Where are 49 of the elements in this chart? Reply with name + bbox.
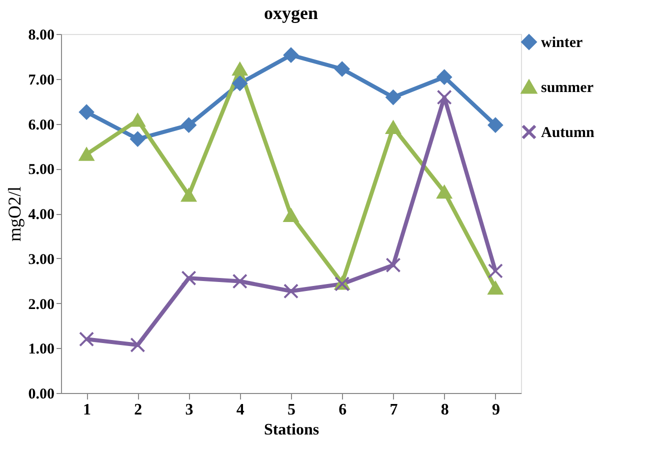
point [181,188,196,202]
x-tick-label: 1 [83,402,92,418]
point [232,76,248,91]
x-tick-label: 4 [236,402,244,418]
x-tick-label: 5 [288,402,296,418]
y-tick-label: 6.00 [28,117,54,134]
point [232,274,248,289]
point [181,270,196,286]
point [488,281,503,295]
y-tick-label: 0.00 [28,386,54,402]
x-tick-label: 7 [390,402,398,418]
x-tick-label: 2 [134,402,142,418]
y-tick-label: 5.00 [28,162,54,178]
point [79,332,94,347]
point [436,90,452,105]
legend-label: winter [541,35,583,51]
y-tick-label: 1.00 [28,342,54,358]
point [283,48,299,63]
legend-label: summer [541,80,594,96]
point [488,263,503,278]
y-tick-label: 3.00 [28,252,54,268]
legend-label: Autumn [541,125,596,141]
y-axis-title: mgO2/l [4,186,24,242]
x-tick-label: 6 [338,402,347,418]
point [386,120,401,134]
x-tick-label: 3 [185,402,194,418]
point [130,337,146,353]
point [436,70,452,85]
point [79,104,94,120]
y-tick-label: 7.00 [28,72,54,88]
point [79,148,94,161]
x-axis-title: Stations [264,422,320,438]
chart-title: oxygen [264,3,318,23]
point [488,118,503,133]
point [232,62,248,76]
y-tick-label: 8.00 [28,28,54,44]
point [386,258,401,273]
point [436,185,452,199]
point [130,131,146,147]
point [130,114,146,127]
x-tick-label: 9 [492,402,500,418]
y-tick-label: 2.00 [28,296,54,313]
point [334,61,350,77]
point [283,208,299,222]
point [283,284,299,299]
y-tick-label: 4.00 [28,207,54,223]
x-tick-label: 8 [440,402,449,418]
point [386,90,401,105]
point [181,118,196,133]
